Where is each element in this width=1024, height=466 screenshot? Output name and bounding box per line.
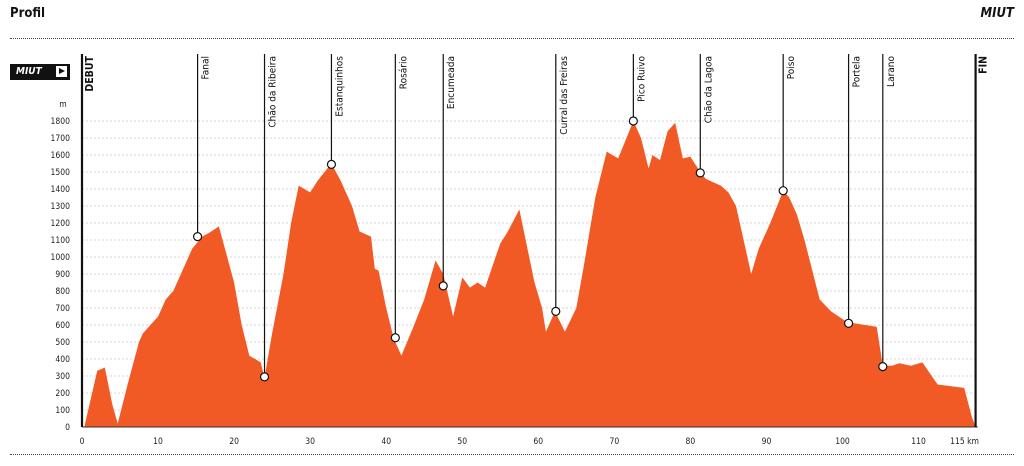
checkpoint-marker xyxy=(259,372,270,382)
checkpoint-label: Portela xyxy=(852,56,863,87)
elevation-area xyxy=(84,121,976,427)
y-tick-label: 1800 xyxy=(51,117,71,127)
checkpoint-label: Fanal xyxy=(201,56,212,80)
x-tick-label: 100 xyxy=(835,437,850,447)
checkpoint-label: Poiso xyxy=(786,56,797,80)
checkpoint-marker xyxy=(438,281,448,291)
checkpoint-label: FIN xyxy=(978,56,990,74)
x-tick-label: 10 xyxy=(153,437,163,447)
y-tick-label: 800 xyxy=(55,287,70,297)
checkpoint-label: DEBUT xyxy=(84,55,96,91)
checkpoint-marker xyxy=(695,168,705,178)
y-tick-label: 100 xyxy=(55,406,70,416)
y-tick-label: 0 xyxy=(65,423,70,433)
y-tick-label: 300 xyxy=(55,372,70,382)
y-tick-label: 1400 xyxy=(51,185,71,195)
checkpoint-label: Estanquinhos xyxy=(334,56,345,117)
play-icon xyxy=(56,66,67,77)
y-tick-label: 1000 xyxy=(51,253,71,263)
checkpoint-marker xyxy=(551,306,561,316)
y-tick-label: 700 xyxy=(55,304,70,314)
checkpoint-label: Chão da Lagoa xyxy=(703,56,714,123)
y-tick-label: 1700 xyxy=(51,134,71,144)
x-tick-label: 70 xyxy=(609,437,619,447)
checkpoint-marker xyxy=(778,186,788,196)
checkpoint-label: Chão da Ribeira xyxy=(268,56,279,128)
y-axis-unit: m xyxy=(59,100,66,110)
y-tick-label: 400 xyxy=(55,355,70,365)
checkpoint-label: Larano xyxy=(886,56,897,87)
checkpoint-marker xyxy=(878,362,888,372)
checkpoint-marker xyxy=(192,232,203,242)
x-tick-label: 0 xyxy=(80,437,85,447)
x-tick-label: 80 xyxy=(686,437,696,447)
y-tick-label: 1600 xyxy=(51,151,71,161)
x-tick-label: 50 xyxy=(457,437,467,447)
checkpoint-marker xyxy=(628,116,638,126)
checkpoint-label: Rosário xyxy=(397,56,409,90)
y-tick-label: 900 xyxy=(55,270,70,280)
checkpoint-label: Encumeada xyxy=(446,56,457,109)
x-tick-label: 115 km xyxy=(950,437,979,447)
x-tick-label: 40 xyxy=(381,437,391,447)
brand-logo: MIUT xyxy=(980,6,1014,21)
y-tick-label: 1500 xyxy=(51,168,71,178)
x-tick-label: 60 xyxy=(533,437,543,447)
y-tick-label: 1100 xyxy=(51,236,71,246)
y-tick-label: 500 xyxy=(55,338,70,348)
x-tick-label: 110 xyxy=(911,437,926,447)
y-tick-label: 1300 xyxy=(51,202,71,212)
miut-badge: MIUT xyxy=(10,64,70,80)
y-tick-label: 1200 xyxy=(51,219,71,229)
page-title: Profil xyxy=(10,6,46,21)
miut-badge-label: MIUT xyxy=(16,66,42,77)
checkpoint-marker xyxy=(326,159,337,169)
checkpoint-marker xyxy=(390,333,400,343)
checkpoint-label: Curral das Freiras xyxy=(559,56,570,135)
y-tick-label: 600 xyxy=(55,321,70,331)
x-tick-label: 90 xyxy=(762,437,772,447)
checkpoint-marker xyxy=(843,318,854,328)
y-tick-label: 200 xyxy=(55,389,70,399)
x-tick-label: 30 xyxy=(305,437,315,447)
x-tick-label: 20 xyxy=(229,437,239,447)
top-divider xyxy=(10,38,1014,39)
bottom-divider xyxy=(10,454,1014,455)
checkpoint-label: Pico Ruivo xyxy=(636,56,647,102)
